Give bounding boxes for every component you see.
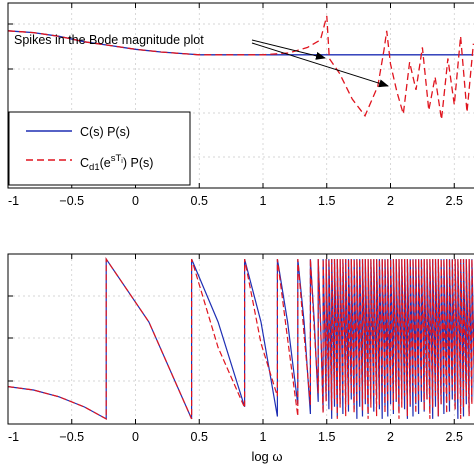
magnitude-plot-frame	[7, 2, 474, 189]
phase-plot-frame	[7, 253, 474, 425]
magnitude-x-ticks: -1 −0.5 0 0.5 1 1.5 2 2.5	[7, 3, 463, 208]
phase-x-ticks: -1 −0.5 0 0.5 1 1.5 2 2.5	[7, 254, 463, 444]
x-tick-label: 1.5	[318, 194, 335, 208]
legend-label-red: Cd1(esTi) P(s)	[80, 153, 153, 173]
series-line-cd1-ps	[8, 15, 474, 120]
series-line-cd1-ps	[8, 257, 474, 420]
x-tick-label: −0.5	[59, 430, 84, 444]
x-tick-label: 0	[132, 430, 139, 444]
x-tick-label: 1	[260, 430, 267, 444]
annotation-text: Spikes in the Bode magnitude plot	[14, 33, 204, 47]
phase-series	[8, 257, 474, 420]
x-tick-label: 2	[387, 194, 394, 208]
phase-plot-panel: -1 −0.5 0 0.5 1 1.5 2 2.5 log ω	[7, 253, 474, 464]
x-tick-label: 2	[387, 430, 394, 444]
annotation-arrow-1	[251, 39, 326, 60]
x-tick-label: 0	[132, 194, 139, 208]
legend-box	[8, 111, 191, 186]
x-tick-label: 2.5	[446, 194, 463, 208]
legend-label-blue: C(s) P(s)	[80, 125, 130, 139]
x-axis-label: log ω	[251, 449, 282, 464]
annotation-arrow-2	[251, 42, 389, 88]
x-tick-label: −0.5	[59, 194, 84, 208]
x-tick-label: 0.5	[191, 430, 208, 444]
x-tick-label: -1	[8, 430, 19, 444]
x-tick-label: 1	[260, 194, 267, 208]
legend: C(s) P(s) Cd1(esTi) P(s)	[8, 111, 191, 186]
magnitude-series	[8, 15, 474, 120]
x-tick-label: 1.5	[318, 430, 335, 444]
x-tick-label: -1	[8, 194, 19, 208]
x-tick-label: 0.5	[191, 194, 208, 208]
magnitude-plot-panel: -1 −0.5 0 0.5 1 1.5 2 2.5 Spikes in the Bode ma…	[7, 2, 474, 208]
x-tick-label: 2.5	[446, 430, 463, 444]
